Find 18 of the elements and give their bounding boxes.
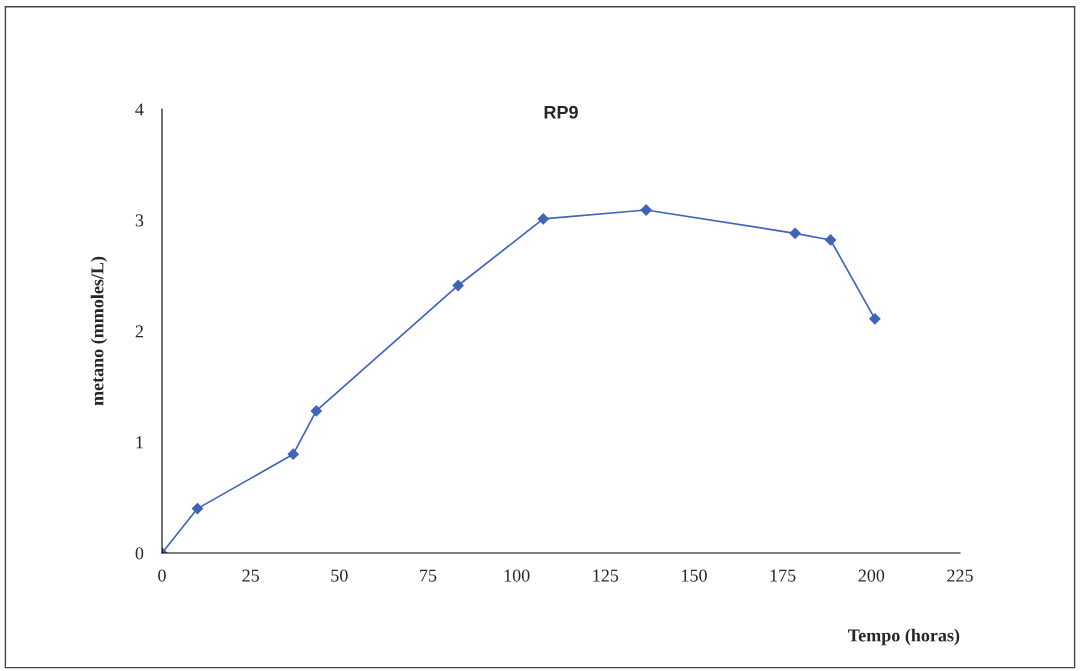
x-tick-label: 100 bbox=[504, 569, 530, 582]
x-tick-label: 25 bbox=[242, 569, 259, 582]
y-tick-label: 1 bbox=[136, 436, 143, 449]
x-tick-label: 200 bbox=[858, 569, 885, 582]
y-tick-label: 0 bbox=[135, 547, 144, 560]
chart-title: RP9 bbox=[544, 105, 578, 119]
x-tick-label: 75 bbox=[420, 569, 437, 582]
x-tick-label: 0 bbox=[158, 569, 166, 582]
y-tick-label: 3 bbox=[135, 214, 144, 227]
y-tick-label: 2 bbox=[135, 325, 143, 338]
y-tick-label: 4 bbox=[135, 103, 144, 116]
x-tick-label: 150 bbox=[682, 569, 707, 582]
y-axis-title: metano (mmoles/L) bbox=[90, 256, 108, 406]
x-axis-title: Tempo (horas) bbox=[848, 628, 960, 646]
x-tick-label: 225 bbox=[947, 569, 973, 582]
x-tick-label: 125 bbox=[593, 569, 619, 582]
x-tick-label: 50 bbox=[331, 569, 348, 582]
x-tick-label: 175 bbox=[770, 569, 796, 582]
